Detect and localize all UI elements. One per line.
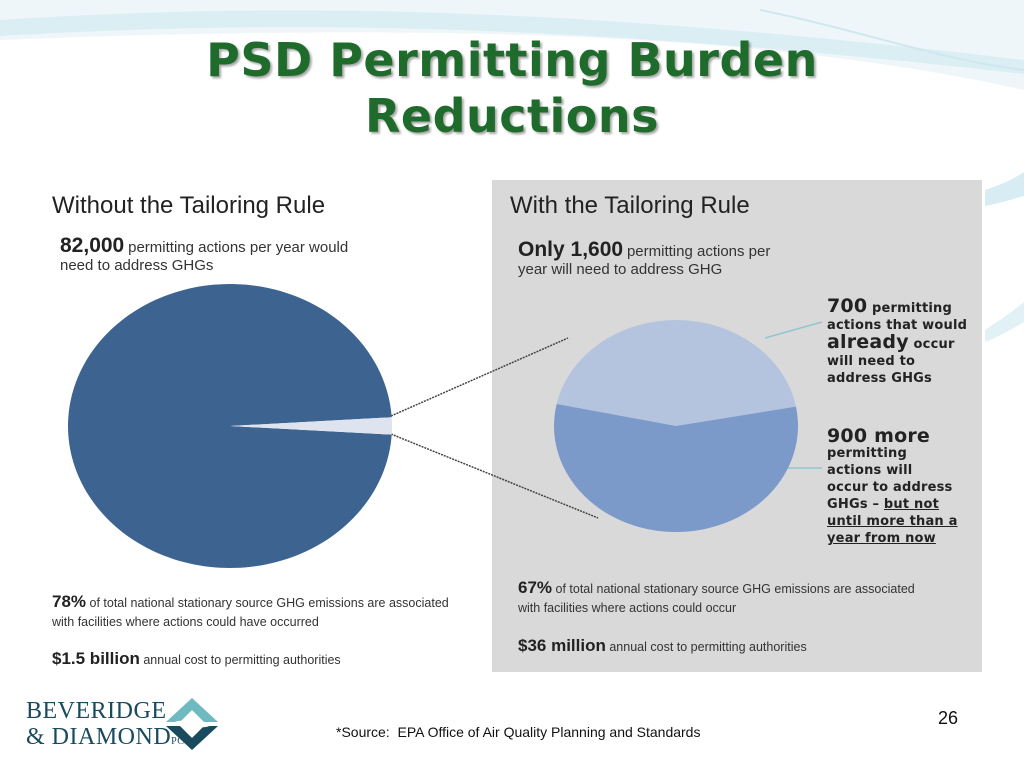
diamond-icon — [166, 698, 218, 750]
page-number: 26 — [938, 708, 959, 728]
connector-line-top — [390, 337, 569, 417]
right-pct-text-2: with facilities where actions could occu… — [518, 601, 737, 615]
left-count-text-2: need to address GHGs — [60, 257, 214, 274]
logo-line-2-text: & DIAMOND — [26, 724, 172, 750]
annotation-900-l4b: but not — [883, 497, 940, 512]
right-pie-slice-1 — [554, 403, 798, 533]
annotation-700-l5: address GHGs — [827, 371, 932, 386]
annotation-900-l1: permitting — [827, 446, 907, 461]
left-pie — [68, 284, 392, 569]
right-pie-slice-0 — [556, 320, 796, 426]
left-cost-block: $1.5 billion annual cost to permitting a… — [52, 649, 492, 670]
annotation-900-l2: actions will — [827, 463, 913, 478]
logo-line-1: BEVERIDGE — [26, 698, 167, 724]
right-pie — [554, 320, 798, 533]
logo-suffix: PC — [171, 736, 185, 747]
title-line-2: Reductions — [364, 89, 660, 143]
left-count-text-1: permitting actions per year would — [128, 239, 349, 256]
logo-line-2: & DIAMONDPC — [26, 724, 184, 751]
annotation-900: 900 more permitting actions will occur t… — [827, 425, 982, 547]
beveridge-diamond-logo: BEVERIDGE & DIAMONDPC — [26, 694, 226, 756]
left-pct-block: 78% of total national stationary source … — [52, 592, 492, 632]
annotation-900-l5: until more than a — [827, 514, 958, 529]
left-pct-text-2: with facilities where actions could have… — [52, 615, 319, 629]
annotation-700-l1: permitting — [872, 301, 952, 316]
left-pct-text-1: of total national stationary source GHG … — [89, 596, 449, 610]
right-count-text-1: permitting actions per — [626, 243, 771, 260]
right-heading: With the Tailoring Rule — [510, 192, 750, 219]
annotation-700-leader — [764, 321, 823, 339]
left-pct: 78% — [52, 592, 87, 611]
annotation-700-l3b: occur — [913, 337, 955, 352]
right-cost: $36 million — [518, 636, 606, 655]
right-pct-block: 67% of total national stationary source … — [518, 578, 978, 618]
annotation-900-l4a: GHGs – — [827, 497, 880, 512]
left-count-block: 82,000 permitting actions per year would… — [60, 234, 460, 276]
right-count-text-2: year will need to address GHG — [518, 261, 723, 278]
left-cost-text: annual cost to permitting authorities — [143, 653, 341, 667]
right-pct: 67% — [518, 578, 553, 597]
right-count: Only 1,600 — [518, 238, 624, 261]
annotation-900-l3: occur to address — [827, 480, 953, 495]
source-footnote: *Source: EPA Office of Air Quality Plann… — [336, 724, 701, 740]
right-cost-block: $36 million annual cost to permitting au… — [518, 636, 978, 657]
annotation-700-l4: will need to — [827, 354, 916, 369]
left-pie-slice-0 — [68, 284, 392, 569]
left-count: 82,000 — [60, 234, 125, 257]
right-cost-text: annual cost to permitting authorities — [609, 640, 807, 654]
annotation-900-l6: year from now — [827, 531, 936, 546]
right-pct-text-1: of total national stationary source GHG … — [555, 582, 915, 596]
annotation-700-num: 700 — [827, 295, 868, 317]
slide-title: PSD Permitting Burden Reductions — [0, 32, 1024, 144]
left-pie-slice-1 — [230, 417, 392, 435]
title-line-1: PSD Permitting Burden — [206, 33, 818, 87]
left-heading: Without the Tailoring Rule — [52, 192, 326, 219]
left-cost: $1.5 billion — [52, 649, 140, 668]
connector-line-bottom — [390, 433, 599, 519]
annotation-900-num: 900 more — [827, 425, 930, 447]
annotation-700-l2: actions that would — [827, 318, 968, 333]
right-count-block: Only 1,600 permitting actions per year w… — [518, 238, 838, 280]
annotation-700-l3a: already — [827, 331, 909, 353]
annotation-700: 700 permitting actions that would alread… — [827, 295, 977, 387]
